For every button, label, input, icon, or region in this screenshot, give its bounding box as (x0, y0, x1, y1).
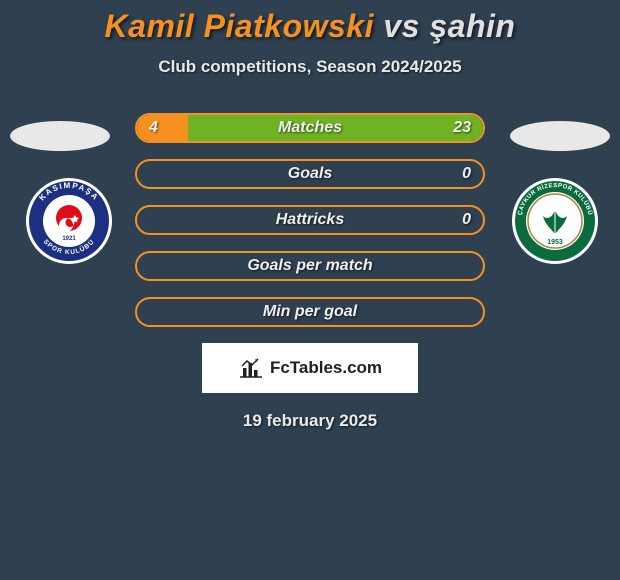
club-logo-right: 1953 ÇAYKUR RİZESPOR KULÜBÜ (512, 178, 598, 264)
page-title: Kamil Piatkowski vs şahin (0, 8, 620, 45)
stat-label: Min per goal (137, 299, 483, 325)
club-right-year: 1953 (547, 239, 563, 246)
player2-photo-placeholder (510, 121, 610, 151)
stat-bar: Hattricks0 (135, 205, 485, 235)
player2-name: şahin (429, 8, 515, 44)
date: 19 february 2025 (0, 411, 620, 431)
stat-value-left: 4 (149, 115, 158, 141)
stat-value-right: 0 (462, 207, 471, 233)
player1-name: Kamil Piatkowski (105, 8, 374, 44)
stats-bars: Matches423Goals0Hattricks0Goals per matc… (135, 113, 485, 327)
chart-icon (238, 357, 264, 379)
subtitle: Club competitions, Season 2024/2025 (0, 57, 620, 77)
vs-text: vs (383, 8, 420, 44)
comparison-card: Kamil Piatkowski vs şahin Club competiti… (0, 0, 620, 431)
club-logo-left: 1921 KASIMPAŞA SPOR KULÜBÜ (26, 178, 112, 264)
stat-label: Goals per match (137, 253, 483, 279)
player1-photo-placeholder (10, 121, 110, 151)
stat-bar: Goals per match (135, 251, 485, 281)
stat-bar: Min per goal (135, 297, 485, 327)
stat-bar: Goals0 (135, 159, 485, 189)
svg-text:1921: 1921 (62, 236, 76, 242)
stat-label: Hattricks (137, 207, 483, 233)
kasimpasa-logo-icon: 1921 KASIMPAŞA SPOR KULÜBÜ (26, 178, 112, 264)
rizespor-logo-icon: 1953 ÇAYKUR RİZESPOR KULÜBÜ (512, 178, 598, 264)
stat-label: Matches (137, 115, 483, 141)
watermark-text: FcTables.com (270, 358, 382, 378)
stat-value-right: 23 (453, 115, 471, 141)
stat-bar: Matches4 23 (135, 113, 485, 143)
stat-label: Goals (137, 161, 483, 187)
stat-value-right: 0 (462, 161, 471, 187)
watermark: FcTables.com (202, 343, 418, 393)
